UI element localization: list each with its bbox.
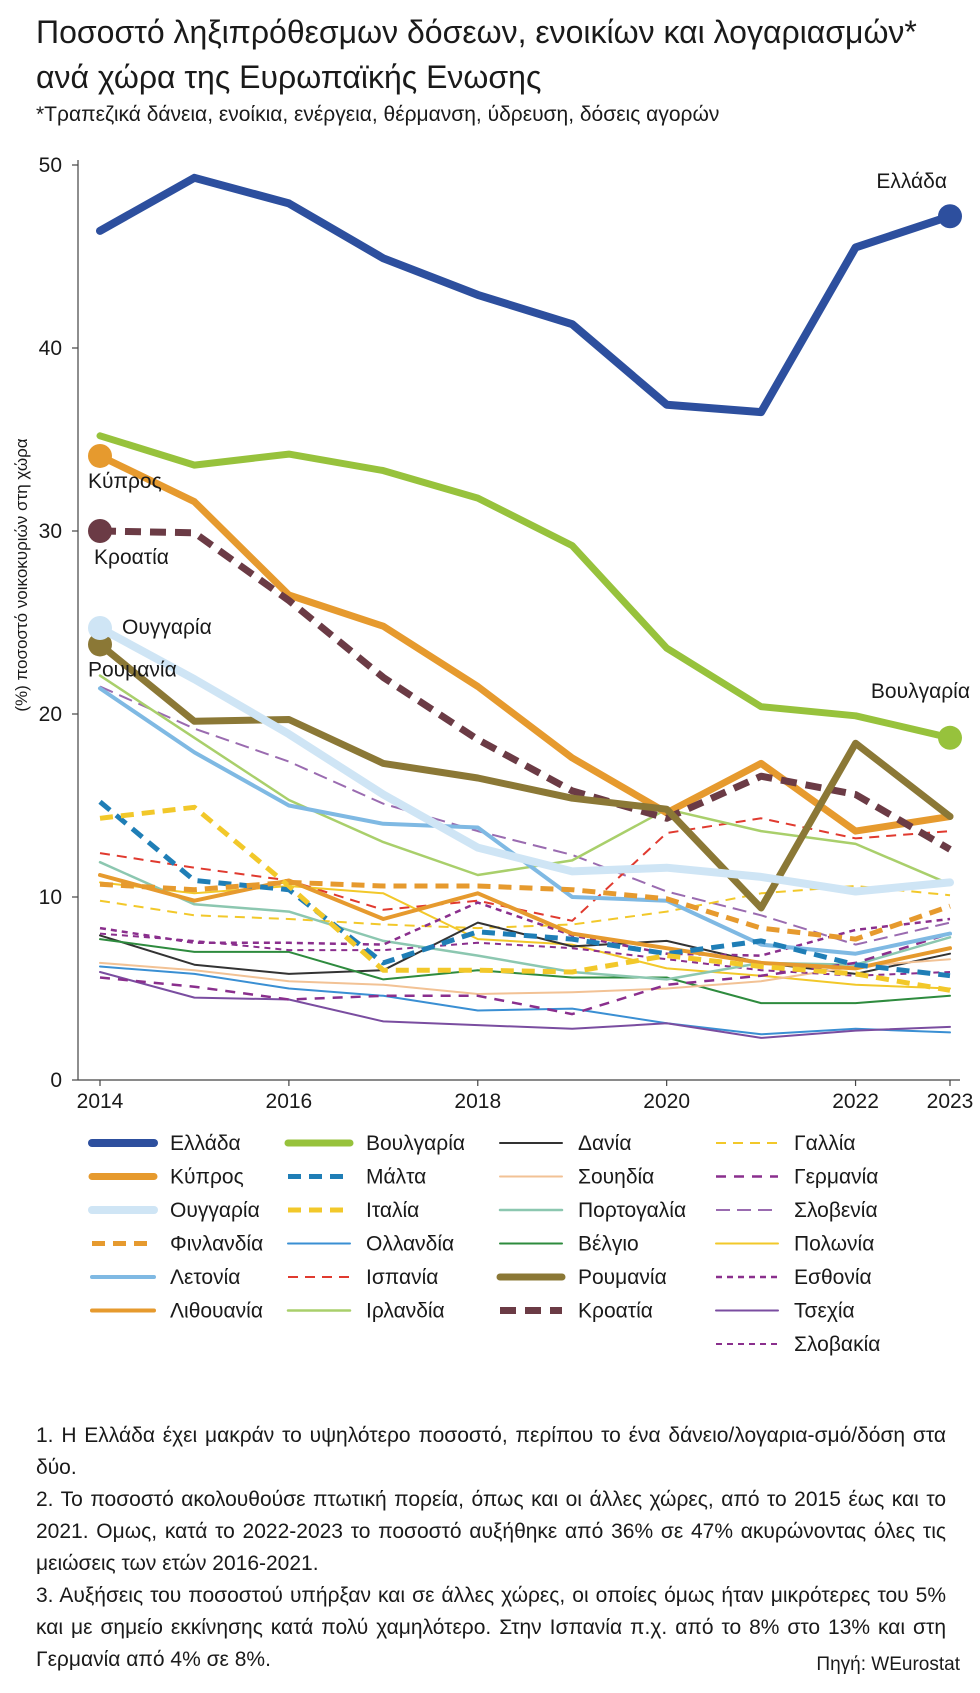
x-tick-label: 2020: [643, 1090, 690, 1113]
series-layer: [88, 173, 962, 1039]
series-line-ουγγαρία: [96, 624, 954, 896]
footnote-3: 3. Αυξήσεις του ποσοστού υπήρξαν και σε …: [36, 1584, 946, 1671]
legend-label-ισπανία: Ισπανία: [366, 1266, 438, 1289]
x-tick-label: 2018: [454, 1090, 501, 1113]
legend-label-λετονία: Λετονία: [170, 1266, 240, 1289]
series-start-point-ουγγαρία: [88, 615, 112, 640]
series-line-ιρλανδία: [98, 674, 952, 886]
series-start-point-κύπρος: [88, 443, 112, 468]
legend-label-βέλγιο: Βέλγιο: [578, 1233, 639, 1256]
annotation-ουγγαρία: Ουγγαρία: [122, 616, 212, 639]
legend-label-φινλανδία: Φινλανδία: [170, 1233, 263, 1256]
legend-label-πολωνία: Πολωνία: [794, 1233, 874, 1256]
series-line-κροατία: [99, 527, 952, 853]
legend-label-τσεχία: Τσεχία: [794, 1300, 855, 1323]
legend-label-σλοβακία: Σλοβακία: [794, 1333, 880, 1356]
y-tick-label: 0: [50, 1069, 62, 1092]
series-line-ελλάδα: [96, 173, 954, 417]
footnotes: 1. Η Ελλάδα έχει μακράν το υψηλότερο ποσ…: [36, 1420, 946, 1676]
series-line-τσεχία: [99, 971, 951, 1039]
annotation-κροατία: Κροατία: [94, 546, 169, 569]
series-line-κύπρος: [96, 452, 954, 835]
series-line-πορτογαλία: [98, 860, 952, 981]
line-chart: (%) ποσοστό νοικοκυριών στη χώρα 0 10 20 30…: [12, 154, 974, 1356]
x-tick-label: 2023: [927, 1090, 974, 1113]
legend: Ελλάδα Κύπρος Ουγγαρία Φινλανδία Λετονία Λιθο…: [88, 1132, 880, 1356]
legend-label-σουηδία: Σουηδία: [578, 1166, 654, 1189]
series-line-βουλγαρία: [96, 432, 954, 742]
y-axis-ticks: 0 10 20 30 40 50: [39, 154, 78, 1092]
annotation-βουλγαρία: Βουλγαρία: [871, 680, 970, 703]
y-tick-label: 50: [39, 154, 62, 177]
footnote-1: 1. Η Ελλάδα έχει μακράν το υψηλότερο ποσ…: [36, 1424, 946, 1479]
series-start-point-κροατία: [88, 519, 112, 543]
legend-label-λιθουανία: Λιθουανία: [170, 1300, 263, 1323]
source-note: Πηγή: WEurostat: [816, 1654, 960, 1675]
legend-label-εσθονία: Εσθονία: [794, 1266, 872, 1289]
legend-label-μάλτα: Μάλτα: [366, 1166, 426, 1189]
y-tick-label: 30: [39, 520, 62, 543]
annotation-ρουμανία: Ρουμανία: [88, 658, 177, 681]
series-line-εσθονία: [99, 901, 951, 957]
series-line-γαλλία: [99, 885, 951, 930]
annotation-ελλάδα: Ελλάδα: [876, 170, 947, 193]
y-tick-label: 10: [39, 886, 62, 909]
series-line-ολλανδία: [99, 965, 951, 1036]
footnote-2: 2. Το ποσοστό ακολουθούσε πτωτική πορεία…: [36, 1488, 946, 1575]
legend-label-βουλγαρία: Βουλγαρία: [366, 1132, 465, 1155]
legend-label-ουγγαρία: Ουγγαρία: [170, 1199, 260, 1222]
legend-label-γαλλία: Γαλλία: [794, 1132, 856, 1155]
legend-label-ιταλία: Ιταλία: [366, 1199, 419, 1222]
series-line-βέλγιο: [99, 938, 951, 1005]
series-start-point-ρουμανία: [88, 632, 112, 657]
y-tick-label: 40: [39, 337, 62, 360]
legend-label-κύπρος: Κύπρος: [170, 1166, 244, 1189]
series-line-ρουμανία: [96, 641, 954, 912]
chart-subtitle: *Τραπεζικά δάνεια, ενοίκια, ενέργεια, θέ…: [36, 103, 720, 126]
legend-label-σλοβενία: Σλοβενία: [794, 1199, 878, 1222]
x-tick-label: 2022: [832, 1090, 879, 1113]
series-end-point-ελλάδα: [938, 204, 962, 229]
legend-label-ελλάδα: Ελλάδα: [170, 1132, 241, 1155]
x-axis-ticks: 2014 2016 2018 2020 2022 2023: [77, 1080, 974, 1113]
chart-title: Ποσοστό ληξιπρόθεσμων δόσεων, ενοικίων κ…: [36, 14, 917, 95]
series-line-ιταλία: [99, 804, 951, 993]
legend-label-ολλανδία: Ολλανδία: [366, 1233, 454, 1256]
annotation-κύπρος: Κύπρος: [88, 470, 162, 493]
series-line-μάλτα: [98, 799, 951, 979]
legend-label-κροατία: Κροατία: [578, 1300, 653, 1323]
legend-label-πορτογαλία: Πορτογαλία: [578, 1199, 686, 1222]
y-tick-label: 20: [39, 703, 62, 726]
series-line-σουηδία: [99, 958, 951, 995]
legend-label-ιρλανδία: Ιρλανδία: [366, 1300, 445, 1323]
x-tick-label: 2016: [266, 1090, 313, 1113]
legend-label-δανία: Δανία: [578, 1132, 631, 1155]
series-line-σλοβενία: [99, 685, 951, 946]
series-end-point-βουλγαρία: [938, 725, 962, 750]
legend-label-γερμανία: Γερμανία: [794, 1166, 878, 1189]
series-line-φινλανδία: [99, 879, 951, 942]
y-axis-label: (%) ποσοστό νοικοκυριών στη χώρα: [12, 438, 31, 711]
legend-label-ρουμανία: Ρουμανία: [578, 1266, 667, 1289]
annotation-layer: Ελλάδα Βουλγαρία Κύπρος Κροατία Ουγγαρία Ρουμ…: [88, 170, 970, 703]
x-tick-label: 2014: [77, 1090, 124, 1113]
series-line-λιθουανία: [98, 873, 952, 971]
